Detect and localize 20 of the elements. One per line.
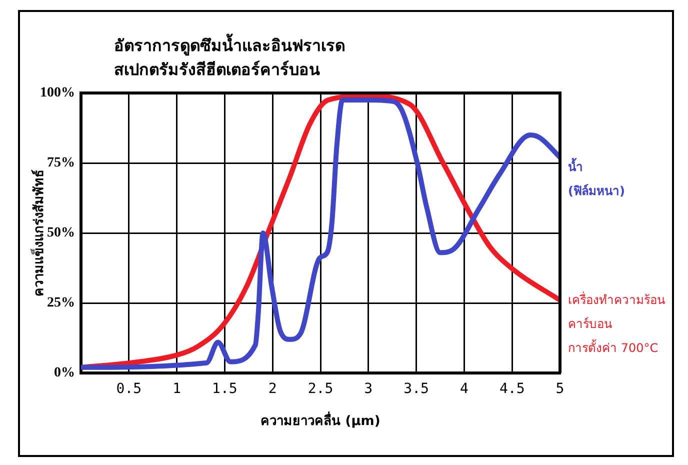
x-tick-label: 5 (556, 381, 564, 398)
x-axis-title: ความยาวคลื่น (μm) (260, 410, 382, 431)
y-tick-label: 100% (40, 86, 75, 101)
chart-title: อัตราการดูดซึมน้ำและอินฟราเรด สเปกตรัมรังสีฮีตเตอร์คาร์บอน (114, 34, 345, 81)
series-label: เครื่องทำความร้อน คาร์บอน การตั้งค่า 700°C (568, 290, 665, 358)
x-tick-label: 2.5 (308, 381, 334, 398)
x-tick-label: 1.5 (212, 381, 238, 398)
y-tick-label: 0% (54, 366, 75, 381)
series-label: น้ำ (ฟิล์มหนา) (568, 156, 625, 200)
y-tick-label: 75% (47, 156, 75, 171)
y-tick-label: 50% (47, 226, 75, 241)
x-tick-label: 4.5 (499, 381, 525, 398)
x-tick-label: 3 (364, 381, 373, 398)
x-tick-label: 1 (172, 381, 182, 398)
x-tick-label: 0.5 (116, 381, 142, 398)
y-tick-label: 25% (47, 296, 75, 311)
x-tick-label: 4 (460, 381, 468, 398)
x-tick-label: 2 (268, 381, 277, 398)
y-axis-title: ความแข็งแกร่งสัมพัทธ์ (32, 170, 47, 296)
x-tick-label: 3.5 (404, 381, 429, 398)
